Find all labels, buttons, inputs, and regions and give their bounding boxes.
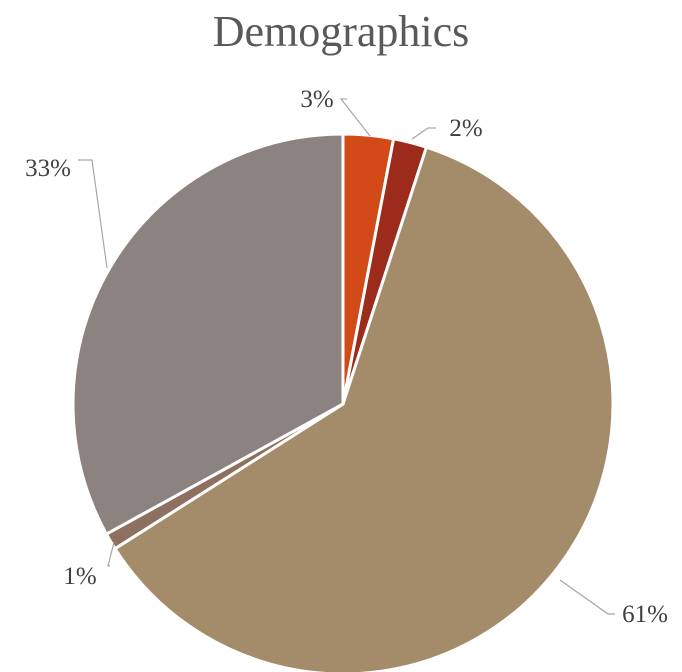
leader-line-1 xyxy=(339,98,371,137)
leader-line-3 xyxy=(559,579,615,615)
pie-slice-3 xyxy=(112,145,615,672)
data-label-5: 33% xyxy=(25,155,71,182)
leader-line-2 xyxy=(411,127,436,140)
leader-line-5 xyxy=(78,159,108,269)
data-label-4: 1% xyxy=(63,563,96,590)
data-label-2: 2% xyxy=(449,115,482,142)
data-label-3: 61% xyxy=(622,601,668,628)
pie-slice-5 xyxy=(71,132,345,537)
chart-title: Demographics xyxy=(212,7,470,56)
leader-line-4 xyxy=(107,541,115,567)
data-label-1: 3% xyxy=(300,86,333,113)
